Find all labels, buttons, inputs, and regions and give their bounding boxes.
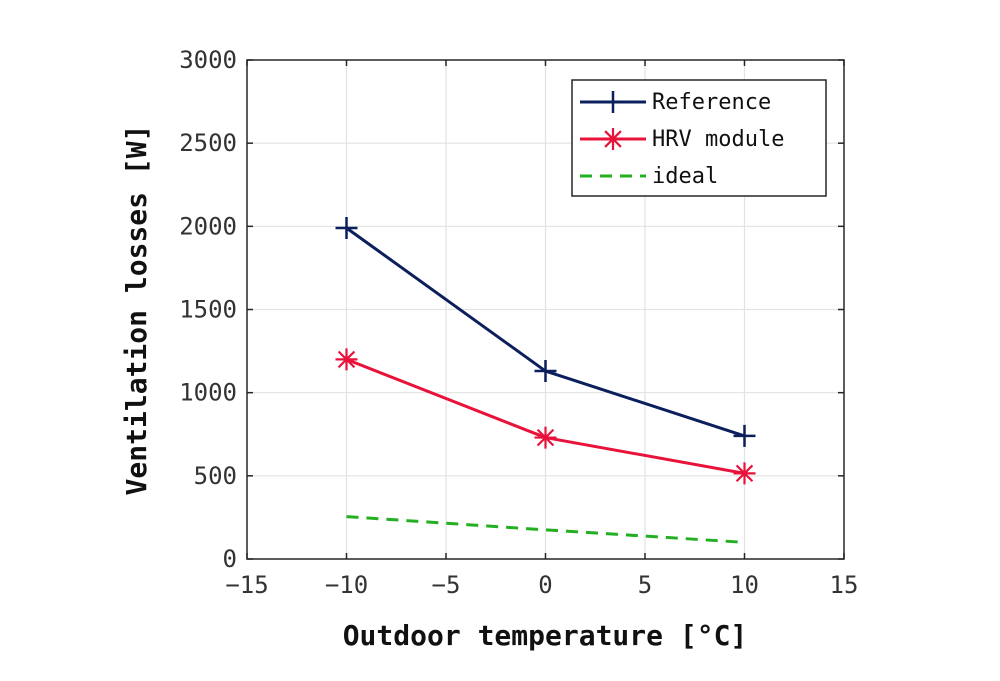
data-point [534,360,557,383]
legend-label: HRV module [652,127,784,152]
y-tick-label: 2500 [179,129,237,157]
legend-marker [602,128,624,150]
x-tick-label: 15 [830,571,859,599]
y-tick-label: 2000 [179,212,237,240]
axis-ticks: −15 −10 −5 0 5 10 15 0 500 1000 1500 2000 2500 3000 [179,46,858,599]
x-tick-label: −15 [225,571,268,599]
y-tick-label: 1000 [179,379,237,407]
legend-label: ideal [652,164,718,189]
data-point [733,462,756,485]
x-tick-label: 0 [538,571,552,599]
series-2 [346,515,745,544]
series-group [335,216,756,544]
series-0 [335,216,756,447]
y-tick-label: 1500 [179,296,237,324]
x-axis-title: Outdoor temperature [°C] [343,619,748,652]
data-point [335,216,358,239]
y-tick-label: 0 [223,545,237,573]
series-1 [335,348,756,485]
legend-label: Reference [652,90,771,115]
legend: Reference HRV module ideal [571,79,827,197]
y-tick-label: 500 [194,462,237,490]
y-axis-title: Ventilation losses [W] [120,125,153,496]
x-tick-label: −5 [432,571,461,599]
y-tick-label: 3000 [179,46,237,74]
x-tick-label: 10 [730,571,759,599]
data-point [534,426,557,449]
data-point [733,424,756,447]
x-tick-label: −10 [325,571,368,599]
data-point [335,348,358,371]
series-line [346,515,745,544]
legend-marker [602,91,624,113]
x-tick-label: 5 [638,571,652,599]
